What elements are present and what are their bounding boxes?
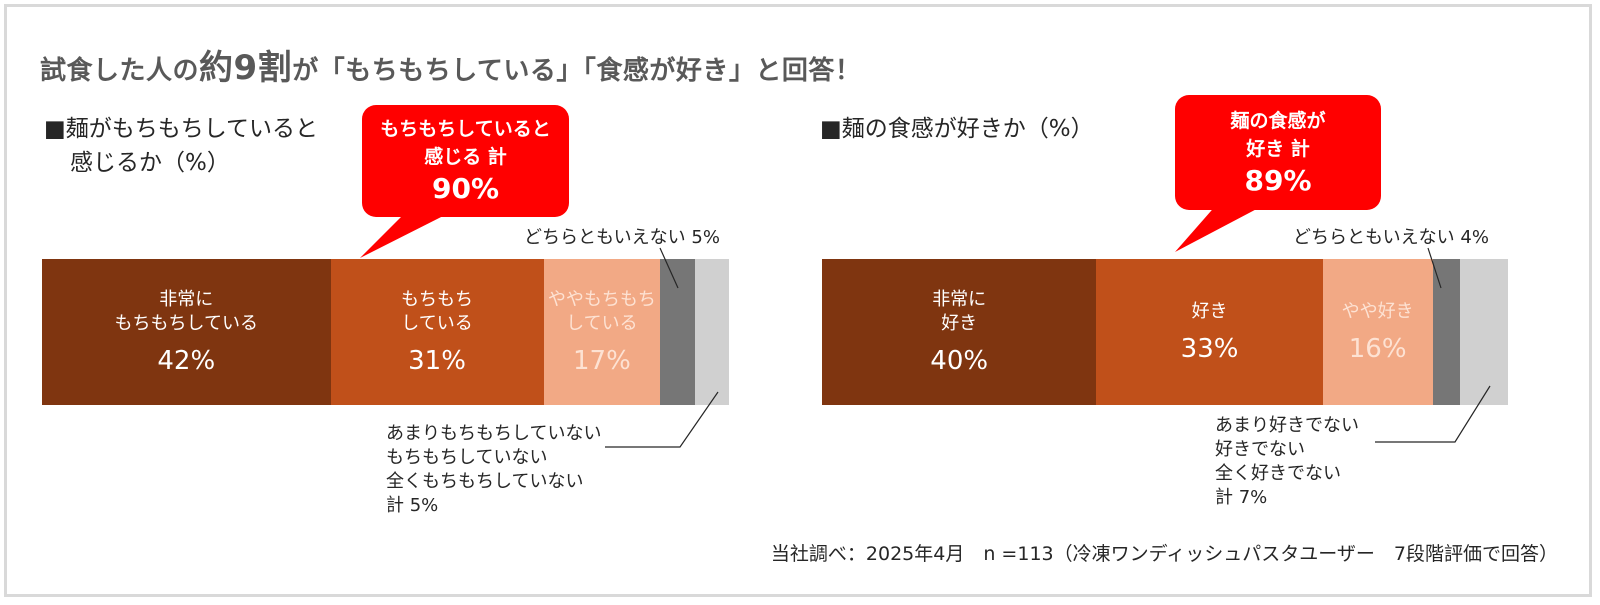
title-highlight: 約9割 <box>199 48 293 88</box>
chart2-segment-4 <box>1432 259 1460 405</box>
chart2-callout: 麺の食感が 好き 計 89% <box>1175 95 1381 210</box>
chart2-negative-note: あまり好きでない 好きでない 全く好きでない 計 7% <box>1215 415 1359 508</box>
chart1-callout-line1: もちもちしていると <box>380 118 551 140</box>
chart1-bar: 非常に もちもちしている 42% もちもち している 31% ややもちもち している 17… <box>42 259 729 405</box>
chart2-segment-1: 非常に 好き 40% <box>822 259 1097 405</box>
chart2-callout-line1: 麺の食感が <box>1230 109 1326 132</box>
chart1-segment-5 <box>694 259 729 405</box>
chart1-negative-leader <box>605 391 719 448</box>
chart2-segment-1-value: 40% <box>930 346 989 376</box>
chart1-segment-3-label: ややもちもち している <box>547 289 656 334</box>
chart2-callout-tail <box>1175 203 1268 252</box>
chart2-callout-value: 89% <box>1244 163 1312 197</box>
page-title: 試食した人の約9割が「もちもちしている」「食感が好き」と回答！ <box>40 40 861 89</box>
chart1-segment-4 <box>660 259 695 405</box>
chart1-segment-1-value: 42% <box>157 346 216 376</box>
chart2-bar: 非常に 好き 40% 好き 33% やや好き 16% <box>822 259 1508 405</box>
chart1-callout-line2: 感じる 計 <box>424 146 507 168</box>
title-pre: 試食した人の <box>40 56 200 86</box>
chart1-callout: もちもちしていると 感じる 計 90% <box>362 105 569 217</box>
chart2-callout-line2: 好き 計 <box>1246 137 1310 160</box>
title-post: が「もちもちしている」「食感が好き」と回答！ <box>292 56 862 86</box>
chart1-neutral-note: どちらともいえない 5% <box>524 227 720 248</box>
chart1-segment-2-label: もちもち している <box>401 289 474 334</box>
chart1-segment-3: ややもちもち している 17% <box>543 259 661 405</box>
chart1-title: ■麺がもちもちしていると 感じるか（%） <box>44 112 318 180</box>
chart2-segment-1-label: 非常に 好き <box>932 289 987 334</box>
chart2-title: ■麺の食感が好きか（%） <box>820 112 1094 146</box>
chart2-negative-leader <box>1375 385 1491 443</box>
chart2-segment-3-value: 16% <box>1348 334 1407 364</box>
chart2-neutral-leader <box>1427 247 1442 289</box>
chart1-segment-1: 非常に もちもちしている 42% <box>42 259 331 405</box>
chart1-callout-value: 90% <box>431 172 500 205</box>
chart2-segment-3: やや好き 16% <box>1322 259 1433 405</box>
chart1-title-line2: 感じるか（%） <box>70 150 230 176</box>
chart1-segment-2-value: 31% <box>408 346 466 376</box>
chart2-segment-2: 好き 33% <box>1096 259 1323 405</box>
chart2-neutral-note: どちらともいえない 4% <box>1293 227 1489 248</box>
chart2-segment-5 <box>1459 259 1508 405</box>
chart1-segment-3-value: 17% <box>572 346 631 376</box>
chart1-title-line1: ■麺がもちもちしていると <box>44 116 319 142</box>
chart2-segment-3-label: やや好き <box>1341 301 1414 322</box>
chart1-segment-2: もちもち している 31% <box>330 259 544 405</box>
chart1-negative-note: あまりもちもちしていない もちもちしていない 全くもちもちしていない 計 5% <box>386 423 602 516</box>
chart2-segment-2-value: 33% <box>1180 334 1239 364</box>
chart1-neutral-leader <box>659 247 679 289</box>
chart2-title-line1: ■麺の食感が好きか（%） <box>820 116 1094 142</box>
chart1-callout-tail <box>360 210 455 258</box>
source-note: 当社調べ：2025年4月 n =113（冷凍ワンディッシュパスタユーザー 7段階… <box>770 543 1558 565</box>
chart1-segment-1-label: 非常に もちもちしている <box>114 289 258 334</box>
chart2-segment-2-label: 好き <box>1191 301 1228 322</box>
